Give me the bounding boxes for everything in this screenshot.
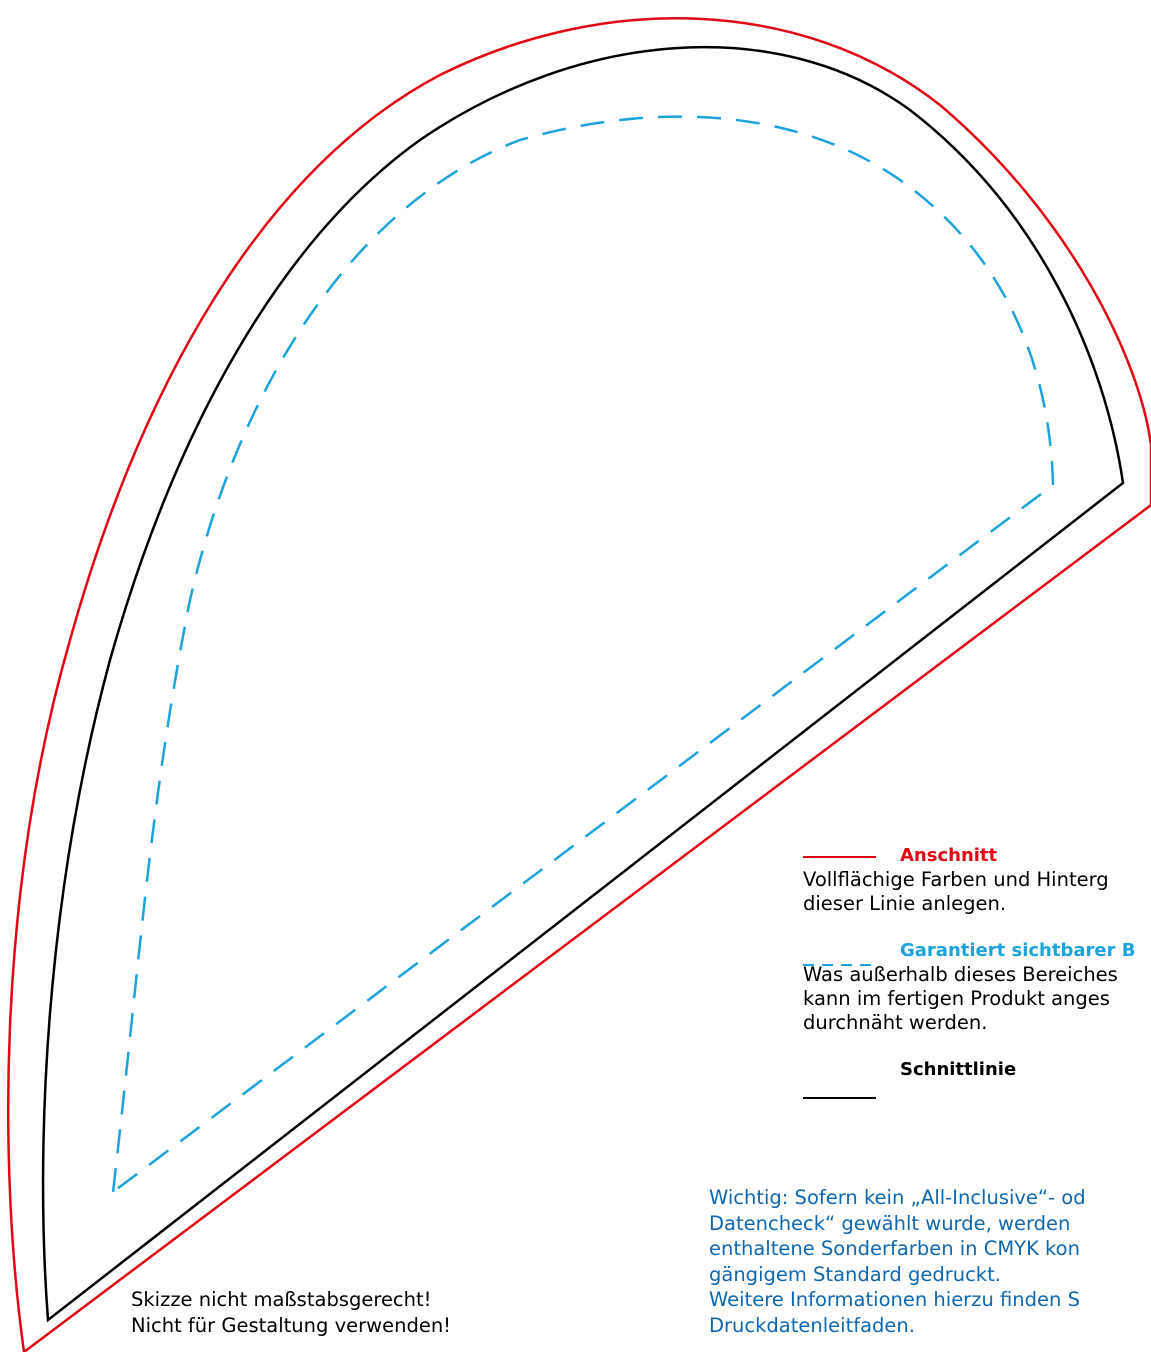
cut-line xyxy=(41,46,1125,1323)
legend-safe-row: Garantiert sichtbarer B xyxy=(803,939,1151,963)
color-info-note: Wichtig: Sofern kein „All-Inclusive“- od… xyxy=(709,1186,1086,1337)
bleed-line xyxy=(7,17,1151,1352)
legend-safe-title: Garantiert sichtbarer B xyxy=(900,940,1136,961)
legend-bleed-row: Anschnitt xyxy=(803,844,1151,868)
legend-entry-safe: Garantiert sichtbarer B Was außerhalb di… xyxy=(803,939,1151,1035)
legend-entry-bleed: Anschnitt Vollflächige Farben und Hinter… xyxy=(803,844,1151,916)
scale-disclaimer-note: Skizze nicht maßstabsgerecht! Nicht für … xyxy=(131,1288,451,1337)
legend-entry-cut: Schnittlinie xyxy=(803,1058,1151,1082)
legend-cut-row: Schnittlinie xyxy=(803,1058,1151,1082)
legend-cut-title: Schnittlinie xyxy=(900,1059,1017,1080)
legend: Anschnitt Vollflächige Farben und Hinter… xyxy=(803,844,1151,1082)
legend-bleed-description: Vollflächige Farben und Hinterg dieser L… xyxy=(803,868,1109,915)
legend-bleed-title: Anschnitt xyxy=(900,845,998,866)
legend-safe-description: Was außerhalb dieses Bereiches kann im f… xyxy=(803,963,1118,1034)
